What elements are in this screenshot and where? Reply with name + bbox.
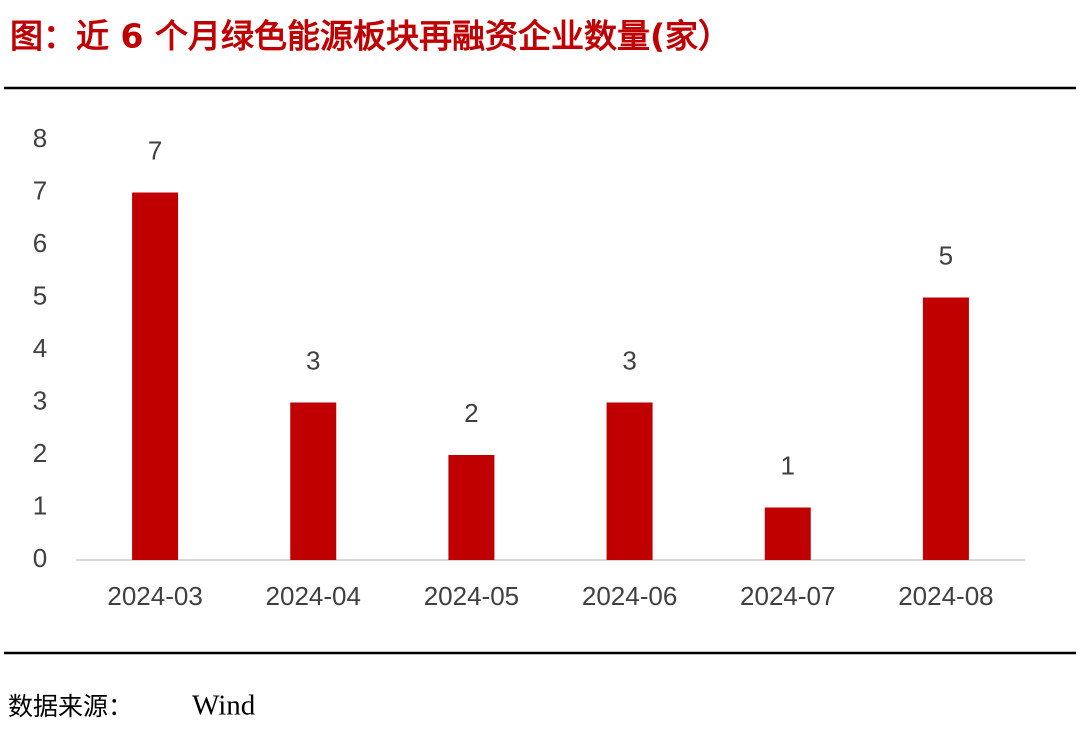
- source: Wind: [192, 690, 256, 722]
- data-label: 7: [148, 135, 162, 165]
- x-tick-label: 2024-05: [424, 581, 519, 611]
- y-tick-label: 6: [33, 228, 47, 258]
- data-label: 1: [781, 450, 795, 480]
- y-tick-label: 0: [33, 543, 47, 573]
- x-tick-label: 2024-04: [266, 581, 361, 611]
- data-label: 5: [939, 240, 953, 270]
- data-label: 3: [306, 345, 320, 375]
- y-tick-label: 2: [33, 438, 47, 468]
- y-tick-label: 8: [33, 123, 47, 153]
- x-tick-label: 2024-07: [740, 581, 835, 611]
- chart-title: 图：近 6 个月绿色能源板块再融资企业数量(家）: [10, 17, 731, 56]
- bar: [764, 507, 811, 560]
- bar: [606, 402, 653, 560]
- data-label: 2: [464, 398, 478, 428]
- x-tick-label: 2024-03: [107, 581, 202, 611]
- y-tick-label: 5: [33, 280, 47, 310]
- bar: [290, 402, 337, 560]
- bar: [448, 455, 495, 560]
- data-label: 3: [622, 345, 636, 375]
- y-tick-label: 4: [33, 333, 47, 363]
- source-label: 数据来源：: [8, 692, 133, 721]
- y-tick-label: 7: [33, 175, 47, 205]
- y-tick-label: 1: [33, 490, 47, 520]
- x-tick-label: 2024-08: [898, 581, 993, 611]
- x-tick-label: 2024-06: [582, 581, 677, 611]
- bar: [922, 297, 969, 560]
- bar: [132, 192, 179, 560]
- y-tick-label: 3: [33, 385, 47, 415]
